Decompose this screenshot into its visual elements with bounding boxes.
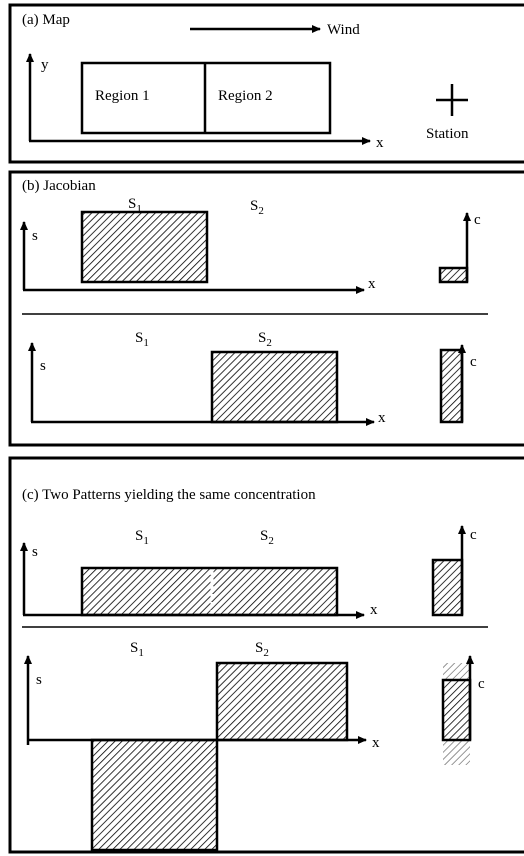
c-axis-label: c [470, 354, 477, 370]
x-axis-label: x [376, 135, 384, 151]
x-axis-label: x [372, 735, 380, 751]
x-axis-label: x [368, 276, 376, 292]
label-subscript: 2 [268, 535, 274, 547]
c-axis-label: c [474, 212, 481, 228]
c-axis-label: c [470, 527, 477, 543]
s-axis-label: s [40, 358, 46, 374]
station-label: Station [426, 126, 469, 142]
label-subscript: 1 [138, 647, 144, 659]
label-subscript: 2 [258, 205, 264, 217]
concentration-bar [441, 678, 472, 742]
s2-label: S2 [250, 198, 264, 217]
panel-a-frame [8, 3, 524, 164]
concentration-bar [439, 348, 464, 424]
label-subscript: 1 [143, 337, 149, 349]
concentration-bar [438, 266, 469, 284]
s-axis-label: s [32, 228, 38, 244]
negative-contribution [443, 740, 470, 765]
label-letter: S [258, 330, 266, 346]
source-block [215, 661, 349, 742]
source-block [80, 566, 339, 617]
panel-c-title: (c) Two Patterns yielding the same conce… [22, 487, 316, 503]
label-subscript: 2 [263, 647, 269, 659]
concentration-bar [431, 558, 464, 617]
label-letter: S [130, 640, 138, 656]
label-letter: S [250, 198, 258, 214]
label-subscript: 1 [143, 535, 149, 547]
s1-label: S1 [128, 196, 142, 215]
x-axis-label: x [378, 410, 386, 426]
source-block [210, 350, 339, 424]
s2-label: S2 [258, 330, 272, 349]
x-axis-label: x [370, 602, 378, 618]
wind-label: Wind [327, 22, 360, 38]
y-axis-label: y [41, 57, 49, 73]
panel-b-title: (b) Jacobian [22, 178, 96, 194]
label-letter: S [260, 528, 268, 544]
panel-b-frame [8, 170, 524, 447]
label-subscript: 2 [266, 337, 272, 349]
positive-contribution [443, 663, 470, 680]
s2-label: S2 [260, 528, 274, 547]
label-letter: S [135, 330, 143, 346]
s1-label: S1 [135, 528, 149, 547]
s1-label: S1 [135, 330, 149, 349]
panel-c-frame [8, 456, 524, 854]
s1-label: S1 [130, 640, 144, 659]
s-axis-label: s [32, 544, 38, 560]
s-axis-label: s [36, 672, 42, 688]
label-letter: S [135, 528, 143, 544]
region-label: Region 2 [218, 88, 273, 104]
panel-a-title: (a) Map [22, 12, 70, 28]
label-subscript: 1 [136, 203, 142, 215]
region-label: Region 1 [95, 88, 150, 104]
label-letter: S [128, 196, 136, 212]
source-block [80, 210, 209, 284]
sink-block [90, 738, 219, 852]
c-axis-label: c [478, 676, 485, 692]
s2-label: S2 [255, 640, 269, 659]
label-letter: S [255, 640, 263, 656]
